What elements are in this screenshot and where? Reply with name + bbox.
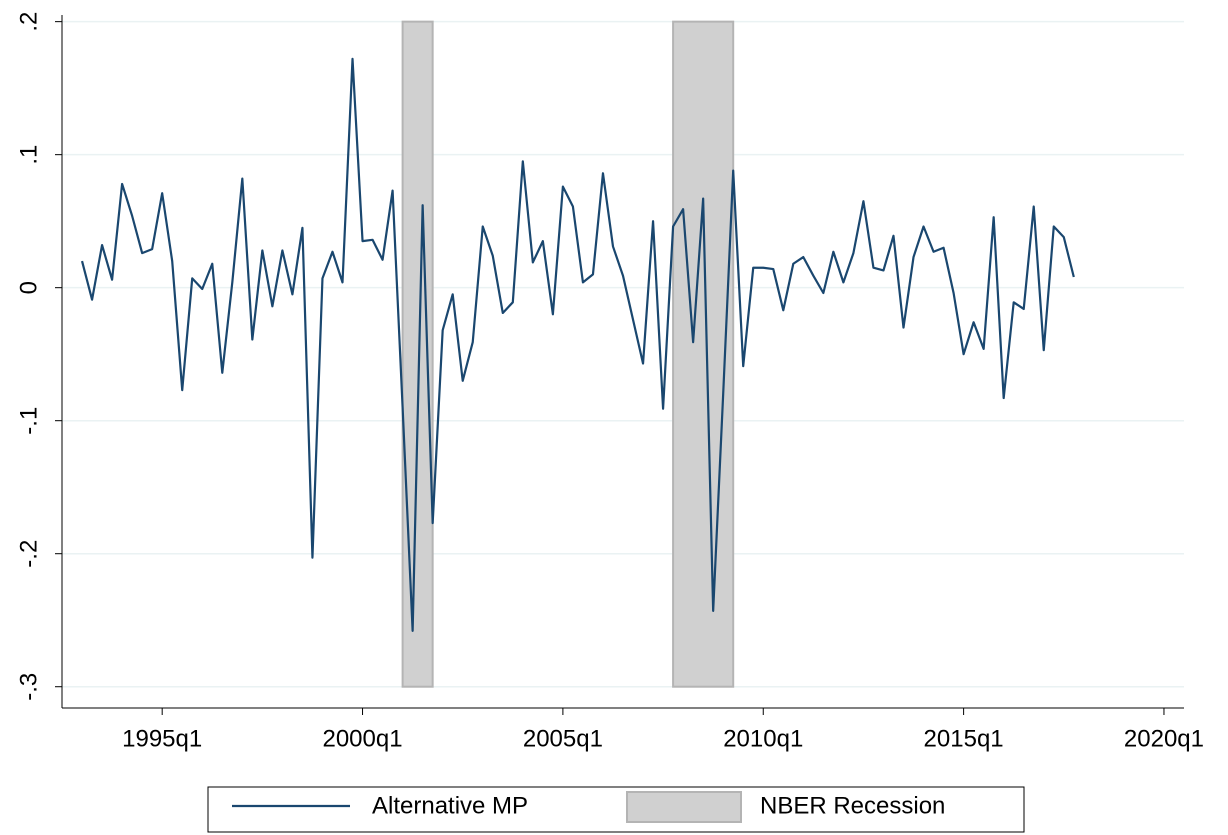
x-tick-label: 2005q1: [523, 725, 603, 752]
legend-box: [207, 786, 1025, 833]
y-tick-label: -.1: [15, 407, 42, 435]
y-tick-label: .2: [15, 12, 42, 32]
recession-band: [672, 20, 735, 688]
y-tick-label: .1: [15, 145, 42, 165]
legend-label: NBER Recession: [760, 792, 945, 819]
x-tick-label: 1995q1: [122, 725, 202, 752]
legend-label: Alternative MP: [372, 792, 528, 819]
y-tick-label: -.2: [15, 540, 42, 568]
x-tick-label: 2000q1: [322, 725, 402, 752]
legend-swatch: [626, 791, 742, 823]
y-tick-label: -.3: [15, 673, 42, 701]
x-tick-label: 2010q1: [723, 725, 803, 752]
x-tick-label: 2015q1: [924, 725, 1004, 752]
data-line: [80, 57, 1075, 632]
x-tick-label: 2020q1: [1124, 725, 1204, 752]
y-tick-label: 0: [15, 281, 42, 294]
